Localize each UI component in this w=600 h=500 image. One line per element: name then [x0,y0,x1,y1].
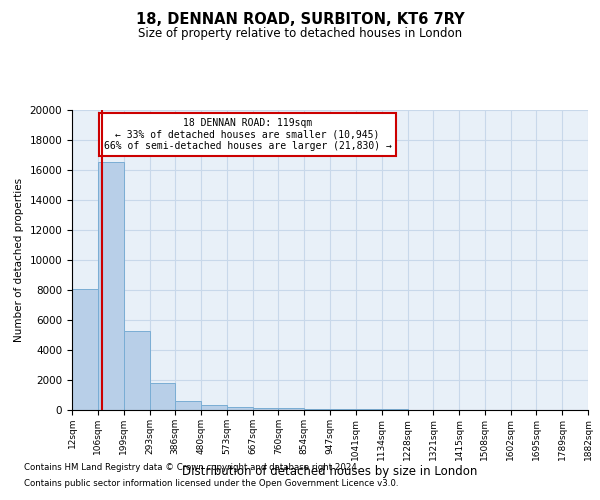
Text: Contains HM Land Registry data © Crown copyright and database right 2024.: Contains HM Land Registry data © Crown c… [24,464,359,472]
Bar [278,408,304,410]
Bar [227,406,253,410]
Y-axis label: Number of detached properties: Number of detached properties [14,178,24,342]
Bar [201,405,227,410]
Bar [124,331,149,410]
Bar [304,408,330,410]
Bar [175,400,201,410]
Bar [72,289,98,410]
Text: 18, DENNAN ROAD, SURBITON, KT6 7RY: 18, DENNAN ROAD, SURBITON, KT6 7RY [136,12,464,28]
Text: Size of property relative to detached houses in London: Size of property relative to detached ho… [138,28,462,40]
Text: Contains public sector information licensed under the Open Government Licence v3: Contains public sector information licen… [24,478,398,488]
Text: 18 DENNAN ROAD: 119sqm
← 33% of detached houses are smaller (10,945)
66% of semi: 18 DENNAN ROAD: 119sqm ← 33% of detached… [104,118,391,150]
Bar [330,409,356,410]
X-axis label: Distribution of detached houses by size in London: Distribution of detached houses by size … [182,466,478,478]
Bar [253,408,278,410]
Bar [149,383,175,410]
Bar [356,409,382,410]
Bar [98,162,124,410]
